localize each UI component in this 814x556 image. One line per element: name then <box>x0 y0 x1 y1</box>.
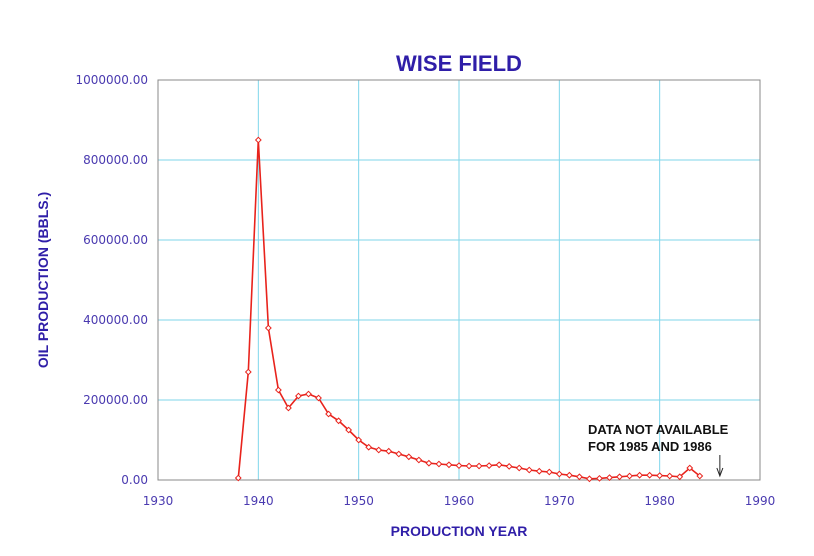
data-point <box>405 453 413 461</box>
data-note: DATA NOT AVAILABLE FOR 1985 AND 1986 <box>588 422 729 478</box>
data-point <box>355 436 363 444</box>
x-tick-label: 1970 <box>544 494 575 508</box>
oil-production-series <box>234 136 704 483</box>
data-point <box>415 456 423 464</box>
data-point <box>234 474 242 482</box>
note-arrow-head <box>716 467 724 478</box>
data-point <box>345 426 353 434</box>
data-point <box>254 136 262 144</box>
data-point <box>505 462 513 470</box>
data-point <box>375 446 383 454</box>
data-point <box>636 471 644 479</box>
data-point <box>264 324 272 332</box>
data-point <box>475 462 483 470</box>
data-point <box>575 473 583 481</box>
x-tick-label: 1980 <box>644 494 675 508</box>
data-point <box>545 468 553 476</box>
data-point <box>686 464 694 472</box>
y-tick-label: 200000.00 <box>83 393 148 407</box>
data-point <box>295 392 302 400</box>
data-point <box>365 443 373 451</box>
x-tick-label: 1960 <box>444 494 475 508</box>
data-point <box>315 394 322 402</box>
x-tick-labels: 1930 1940 1950 1960 1970 1980 1990 <box>143 494 776 508</box>
data-point <box>646 471 654 479</box>
chart-title: WISE FIELD <box>396 51 522 76</box>
data-point <box>596 474 603 482</box>
data-point <box>696 472 704 480</box>
data-point <box>425 459 433 467</box>
data-point <box>565 471 573 479</box>
x-tick-label: 1950 <box>343 494 374 508</box>
y-tick-label: 800000.00 <box>83 153 148 167</box>
note-arrow-icon <box>716 455 724 478</box>
grid <box>158 80 760 480</box>
data-point <box>676 473 684 481</box>
data-point <box>495 461 503 469</box>
y-tick-label: 400000.00 <box>83 313 148 327</box>
y-tick-labels: 0.00 200000.00 400000.00 600000.00 800000.00… <box>75 73 148 487</box>
data-point <box>586 475 593 483</box>
data-point <box>445 461 453 469</box>
data-point <box>305 390 312 398</box>
data-point <box>435 460 443 468</box>
data-point <box>555 470 563 478</box>
data-point <box>626 472 633 480</box>
y-tick-label: 1000000.00 <box>75 73 148 87</box>
x-tick-label: 1990 <box>745 494 776 508</box>
data-point <box>465 462 473 470</box>
y-tick-label: 0.00 <box>121 473 148 487</box>
data-point <box>385 447 393 455</box>
data-point <box>656 472 664 480</box>
plot-frame <box>157 79 761 481</box>
data-point <box>616 473 623 481</box>
data-point <box>485 462 493 470</box>
data-point <box>325 410 332 418</box>
data-point <box>274 386 282 394</box>
data-point <box>335 417 343 425</box>
data-point <box>606 474 613 482</box>
data-point <box>666 472 674 480</box>
data-point <box>285 404 292 412</box>
data-point <box>244 368 252 376</box>
data-point <box>455 462 463 470</box>
data-point <box>395 450 403 458</box>
y-tick-label: 600000.00 <box>83 233 148 247</box>
data-point <box>525 466 533 474</box>
data-point <box>535 467 543 475</box>
x-tick-label: 1930 <box>143 494 174 508</box>
data-note-line-2: FOR 1985 AND 1986 <box>588 439 712 454</box>
data-note-line-1: DATA NOT AVAILABLE <box>588 422 729 437</box>
y-axis-label: OIL PRODUCTION (BBLS.) <box>35 192 51 368</box>
x-axis-label: PRODUCTION YEAR <box>391 523 528 539</box>
x-tick-label: 1940 <box>243 494 274 508</box>
data-point <box>515 464 523 472</box>
